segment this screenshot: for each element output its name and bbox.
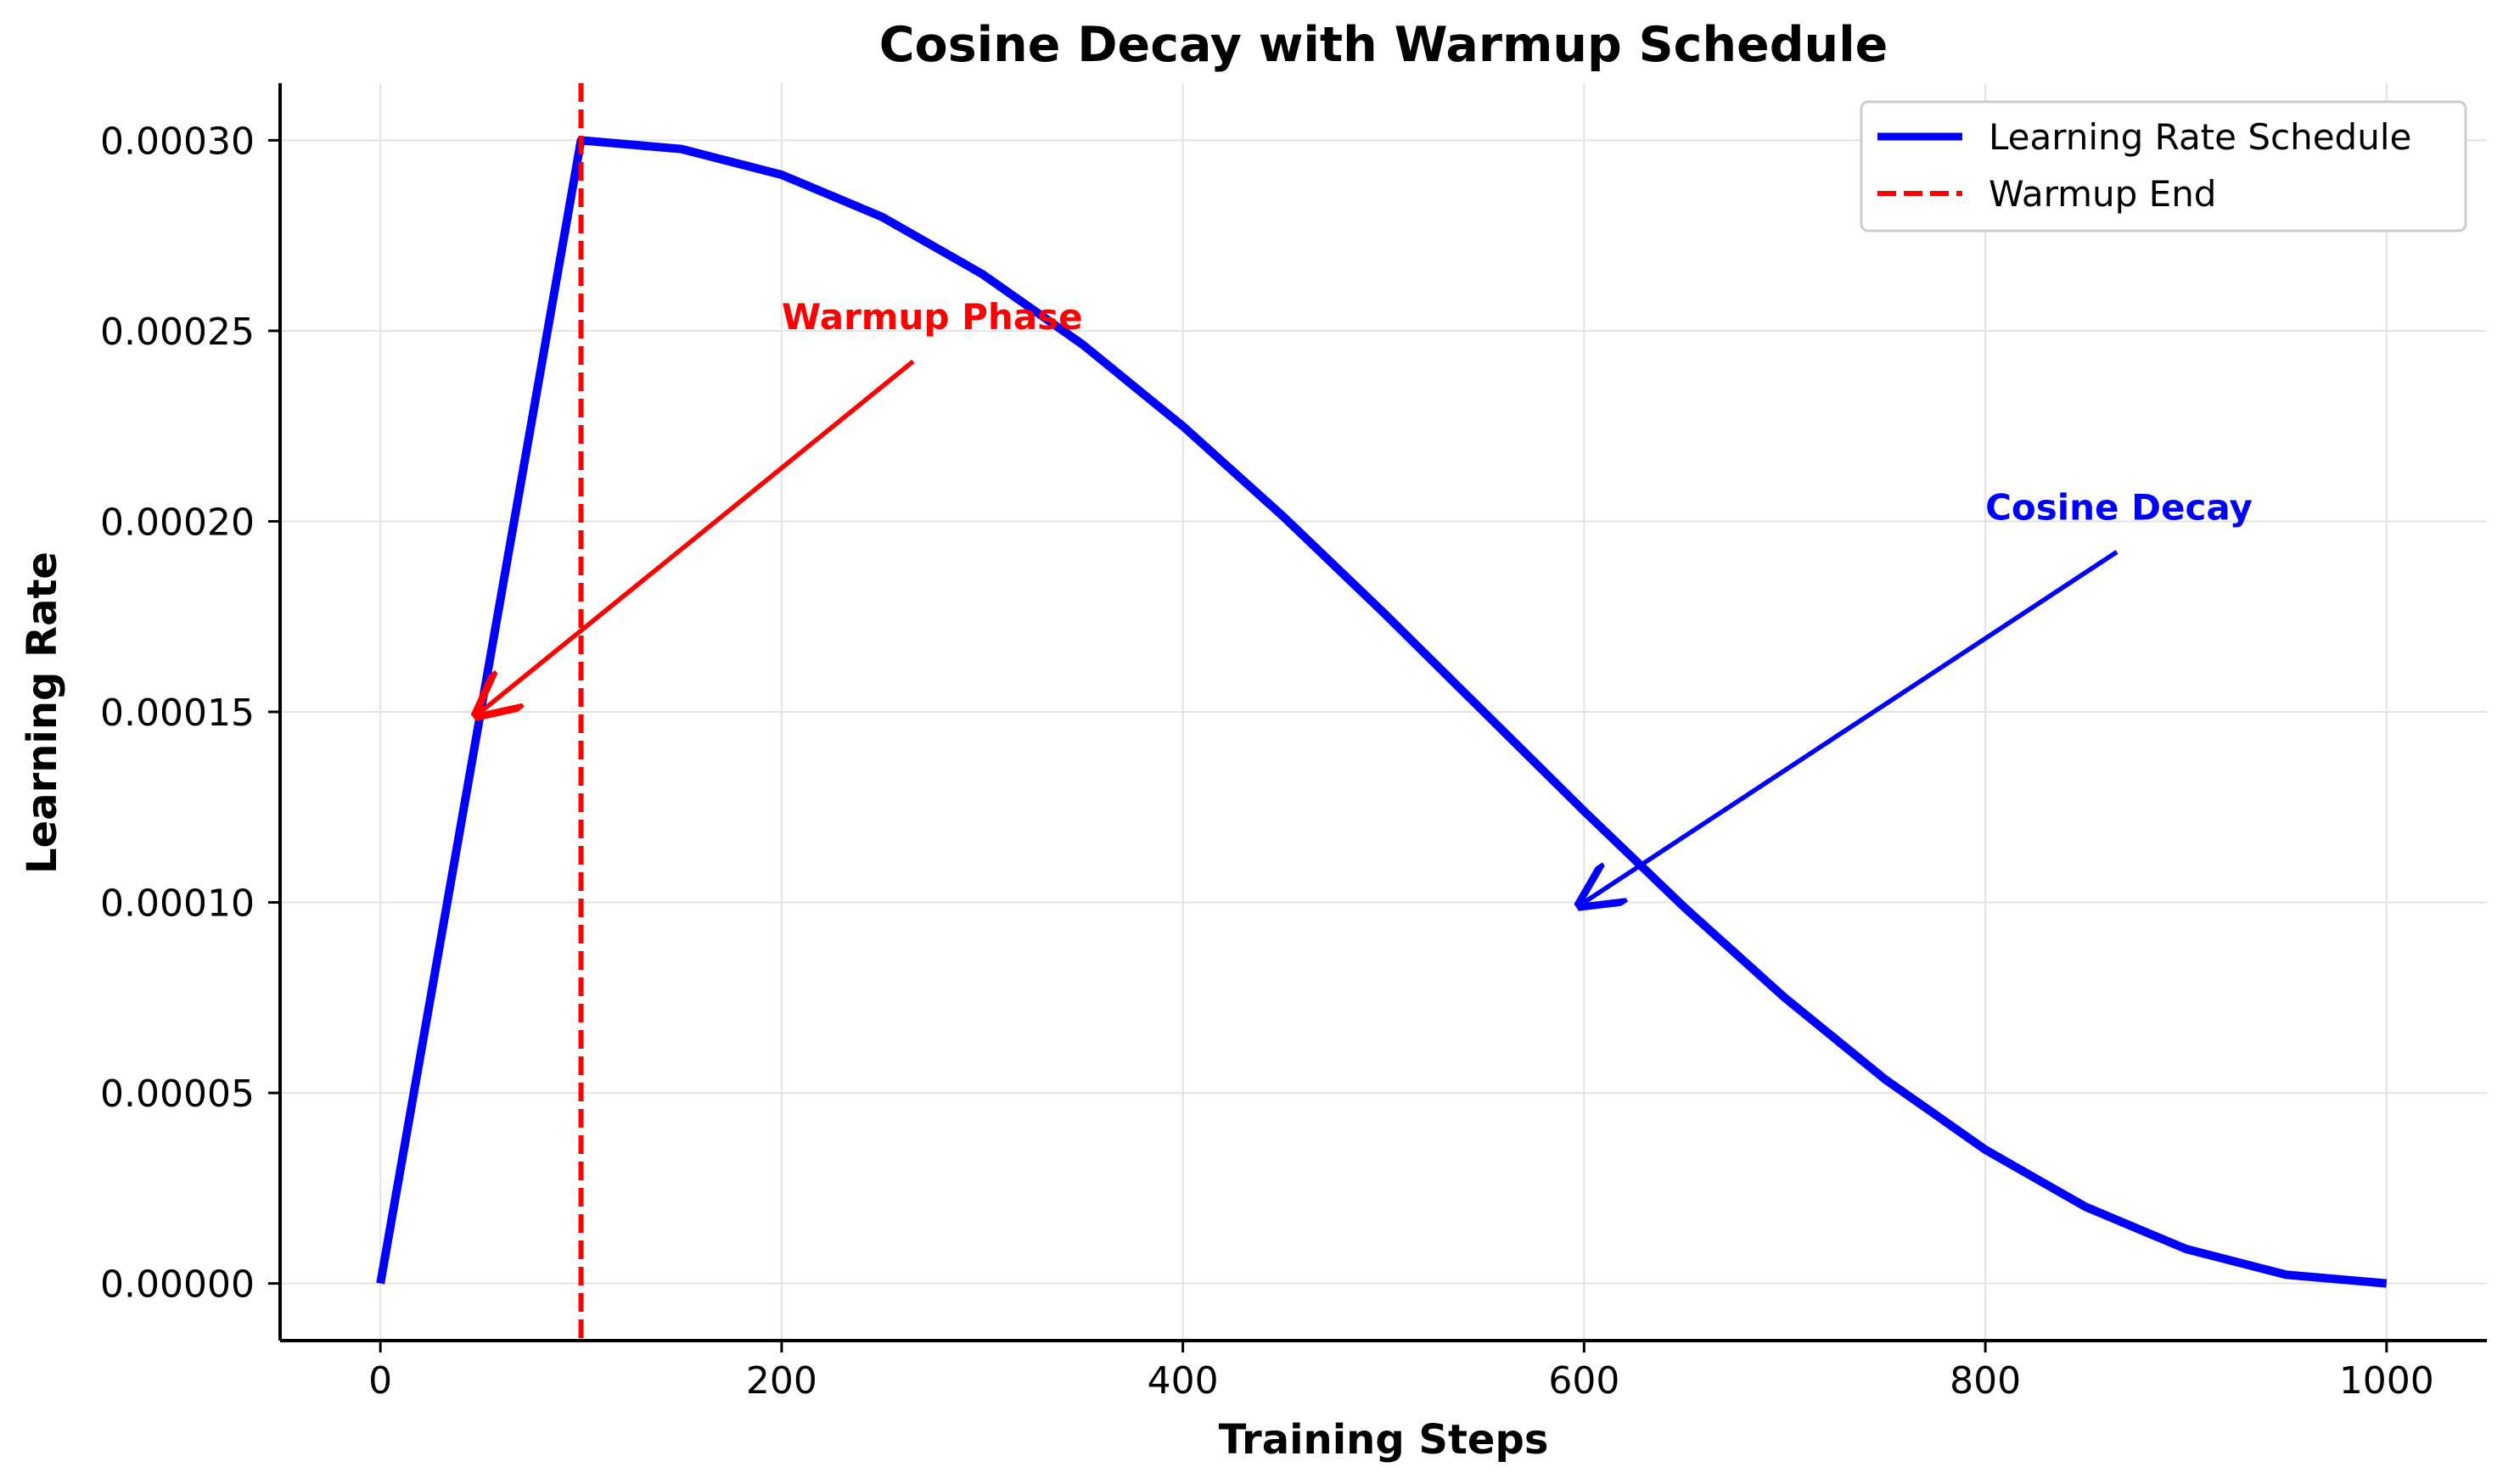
x-axis-label: Training Steps: [1219, 1416, 1549, 1464]
legend-label-schedule: Learning Rate Schedule: [1989, 116, 2411, 158]
plot-area: [376, 83, 2388, 1341]
y-tick-label: 0.00020: [100, 501, 255, 544]
legend-label-warmup-end: Warmup End: [1989, 173, 2216, 215]
y-tick-label: 0.00015: [100, 692, 255, 735]
annotation-arrow: [480, 359, 915, 712]
x-tick-label: 400: [1148, 1359, 1219, 1403]
learning-rate-line: [376, 136, 2388, 1288]
x-tick-label: 600: [1548, 1359, 1619, 1403]
y-tick-label: 0.00030: [100, 120, 255, 163]
legend: Learning Rate Schedule Warmup End: [1860, 100, 2467, 232]
grid: [280, 83, 2487, 1341]
x-tick-label: 800: [1950, 1359, 2021, 1403]
x-ticks: 0 200 400 600 800 1000: [368, 1341, 2434, 1403]
annotation-arrow: [1584, 550, 2119, 902]
chart-title: Cosine Decay with Warmup Schedule: [879, 17, 1888, 73]
annotations: Warmup Phase Cosine Decay: [480, 296, 2253, 903]
x-tick-label: 0: [368, 1359, 392, 1403]
y-tick-label: 0.00000: [100, 1263, 255, 1307]
x-tick-label: 1000: [2339, 1359, 2434, 1403]
annotation-label: Cosine Decay: [1985, 486, 2253, 528]
annotation-label: Warmup Phase: [782, 296, 1083, 338]
y-tick-label: 0.00005: [100, 1072, 255, 1116]
y-axis-label: Learning Rate: [19, 552, 66, 874]
legend-box: [1860, 100, 2467, 232]
y-tick-label: 0.00025: [100, 311, 255, 354]
y-ticks: 0.00000 0.00005 0.00010 0.00015 0.00020 0.000…: [100, 120, 280, 1307]
x-tick-label: 200: [746, 1359, 817, 1403]
y-tick-label: 0.00010: [100, 882, 255, 926]
